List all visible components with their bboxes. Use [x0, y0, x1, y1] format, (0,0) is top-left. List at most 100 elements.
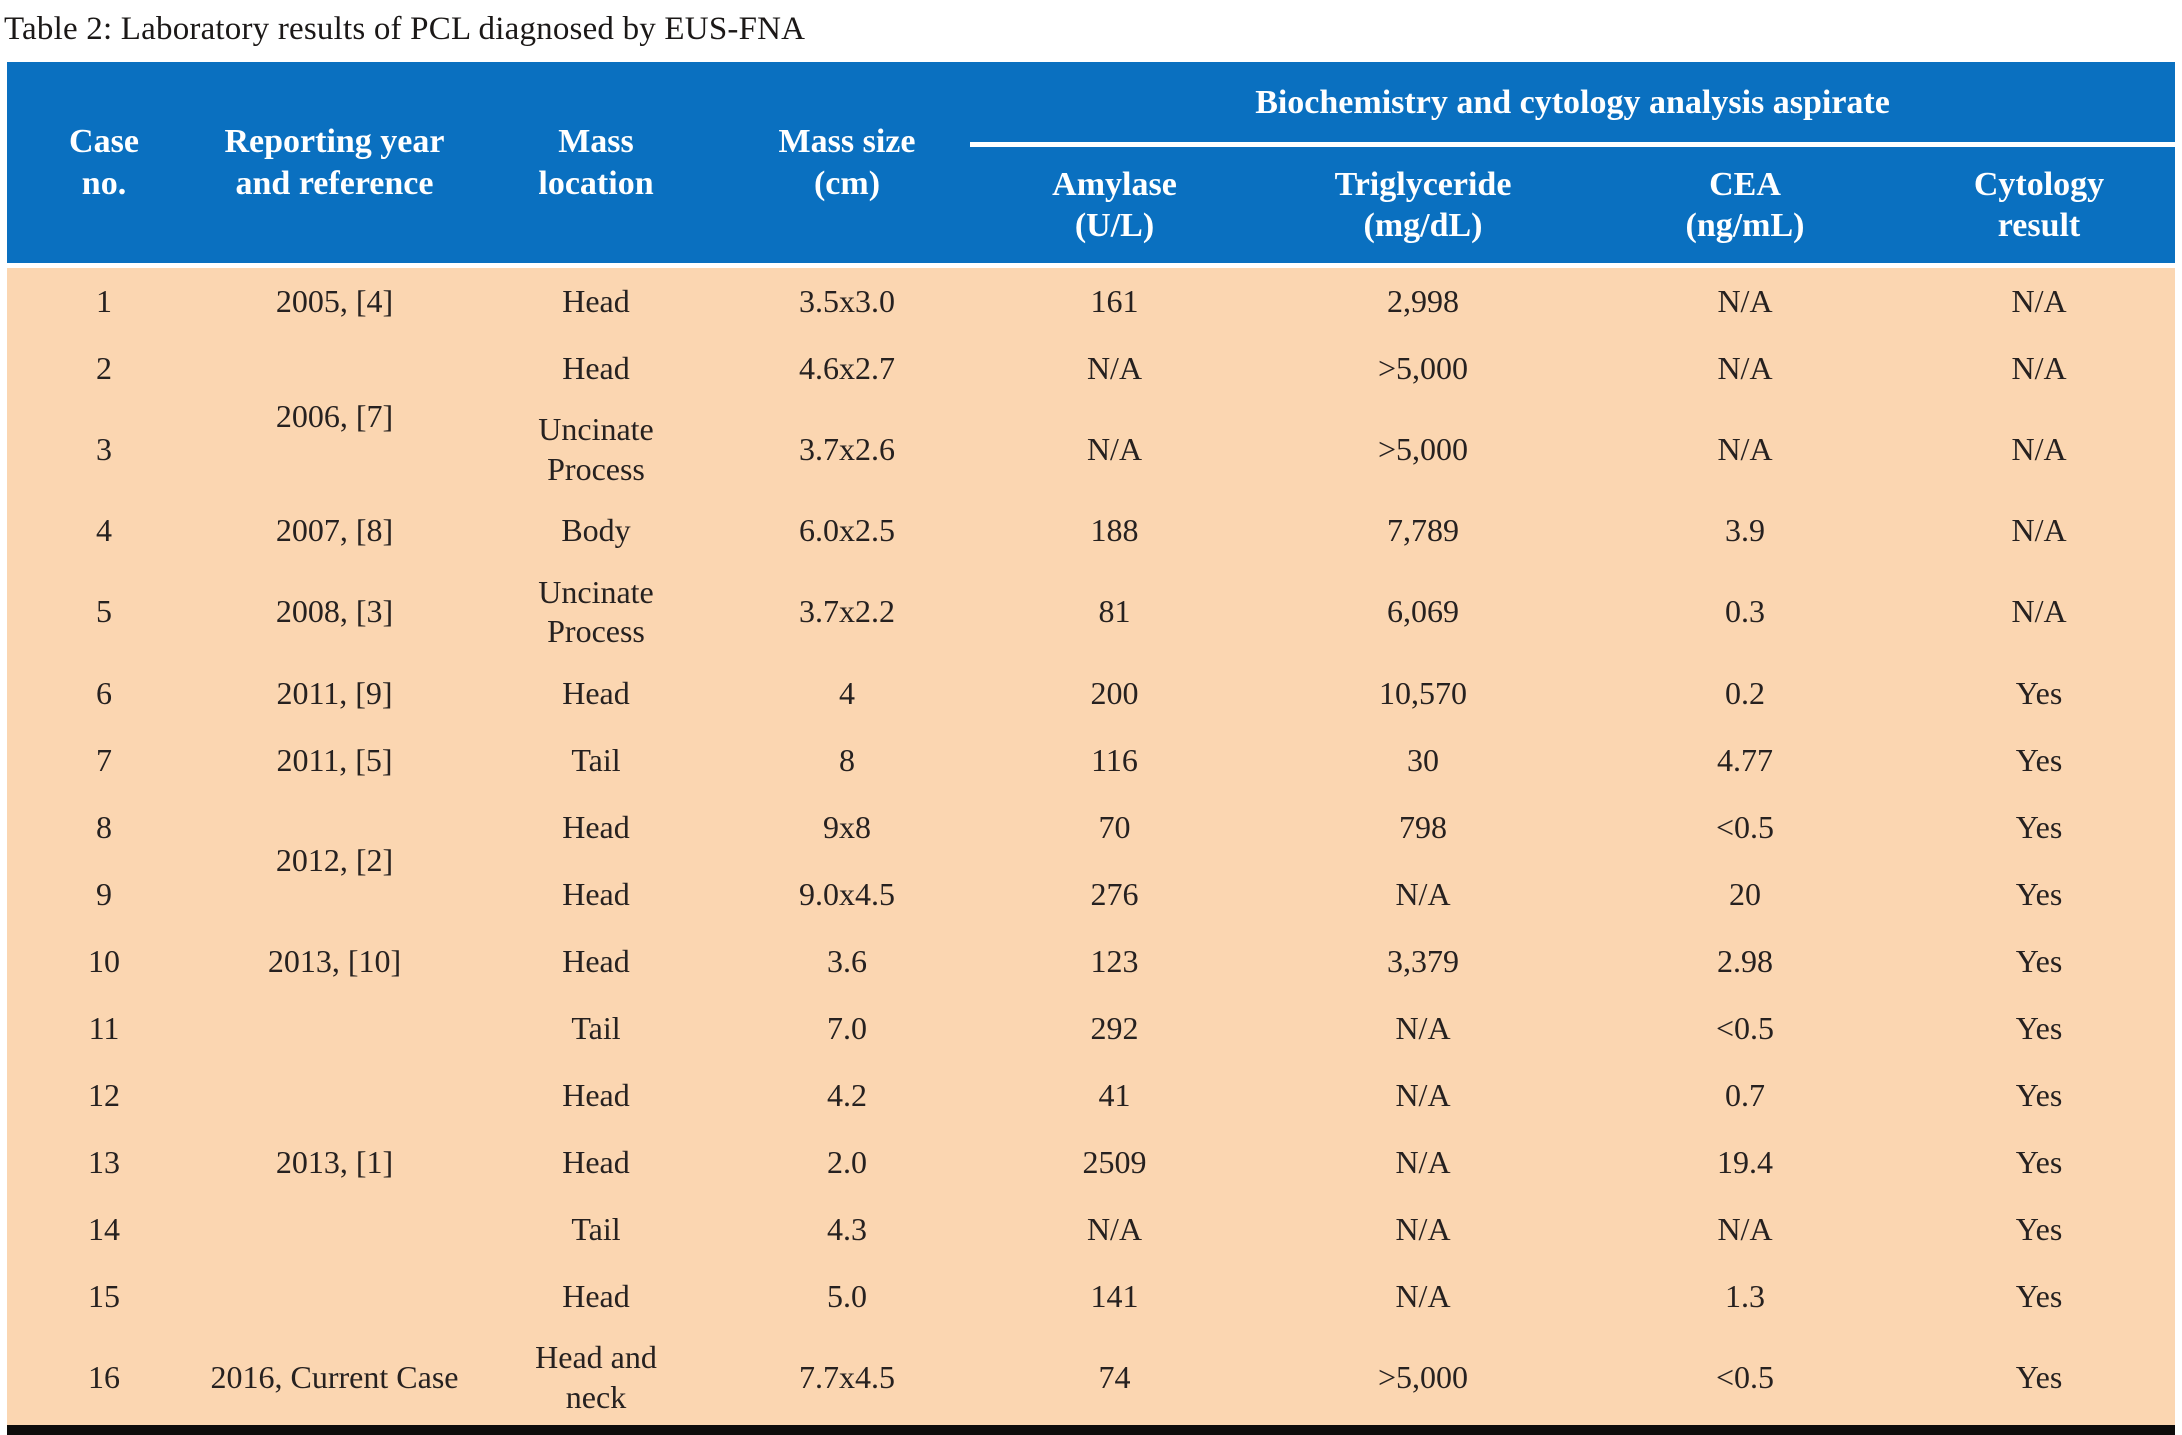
cell-cytology: Yes [1903, 659, 2176, 727]
cell-mass-location: Uncinate Process [468, 564, 724, 660]
cell-cytology: Yes [1903, 860, 2176, 928]
cell-case-no: 6 [7, 659, 201, 727]
table-row: 15 Head 5.0 141 N/A 1.3 Yes [7, 1262, 2176, 1330]
cell-mass-location: Head [468, 860, 724, 928]
cell-cea: N/A [1587, 1195, 1903, 1263]
cell-triglyceride: N/A [1259, 1061, 1587, 1129]
cell-cea: 2.98 [1587, 927, 1903, 995]
col-header-mass-size: Mass size (cm) [724, 62, 970, 269]
cell-mass-location: Tail [468, 1195, 724, 1263]
cell-case-no: 4 [7, 497, 201, 565]
cell-mass-location: Body [468, 497, 724, 565]
cell-cytology: Yes [1903, 1262, 2176, 1330]
cell-cea: N/A [1587, 265, 1903, 336]
cell-amylase: N/A [970, 402, 1259, 498]
cell-amylase: 81 [970, 564, 1259, 660]
cell-year-reference: 2013, [10] [201, 927, 468, 995]
col-header-mass-location: Mass location [468, 62, 724, 269]
cell-cea: 0.7 [1587, 1061, 1903, 1129]
col-header-case-no: Case no. [7, 62, 201, 269]
cell-mass-location: Head [468, 927, 724, 995]
cell-mass-size: 2.0 [724, 1128, 970, 1196]
cell-cytology: Yes [1903, 927, 2176, 995]
cell-year-reference: 2012, [2] [201, 793, 468, 928]
table-row: 7 2011, [5] Tail 8 116 30 4.77 Yes [7, 726, 2176, 794]
cell-cytology: N/A [1903, 497, 2176, 565]
cell-triglyceride: 6,069 [1259, 564, 1587, 660]
cell-mass-location: Tail [468, 726, 724, 794]
cell-amylase: 116 [970, 726, 1259, 794]
cell-year-reference: 2007, [8] [201, 497, 468, 565]
cell-case-no: 14 [7, 1195, 201, 1263]
cell-case-no: 15 [7, 1262, 201, 1330]
cell-cytology: Yes [1903, 994, 2176, 1062]
cell-triglyceride: N/A [1259, 1262, 1587, 1330]
cell-mass-size: 3.6 [724, 927, 970, 995]
cell-amylase: 141 [970, 1262, 1259, 1330]
cell-year-reference: 2011, [9] [201, 659, 468, 727]
cell-case-no: 1 [7, 265, 201, 336]
table-row: 14 Tail 4.3 N/A N/A N/A Yes [7, 1195, 2176, 1263]
cell-triglyceride: 798 [1259, 793, 1587, 861]
cell-mass-size: 7.0 [724, 994, 970, 1062]
cell-cea: <0.5 [1587, 1329, 1903, 1431]
cell-triglyceride: N/A [1259, 860, 1587, 928]
cell-cytology: N/A [1903, 265, 2176, 336]
cell-year-reference: 2006, [7] [201, 335, 468, 498]
cell-mass-size: 5.0 [724, 1262, 970, 1330]
cell-case-no: 10 [7, 927, 201, 995]
cell-year-reference: 2013, [1] [201, 994, 468, 1330]
cell-mass-size: 3.7x2.2 [724, 564, 970, 660]
cell-mass-location: Head [468, 335, 724, 403]
cell-amylase: N/A [970, 335, 1259, 403]
cell-cea: <0.5 [1587, 994, 1903, 1062]
cell-mass-location: Tail [468, 994, 724, 1062]
cell-mass-location: Head [468, 1061, 724, 1129]
cell-cytology: Yes [1903, 1128, 2176, 1196]
cell-cea: 0.2 [1587, 659, 1903, 727]
cell-cytology: N/A [1903, 564, 2176, 660]
cell-amylase: 74 [970, 1329, 1259, 1431]
cell-mass-location: Head [468, 1128, 724, 1196]
cell-case-no: 9 [7, 860, 201, 928]
cell-case-no: 13 [7, 1128, 201, 1196]
cell-cytology: Yes [1903, 1195, 2176, 1263]
col-header-cea: CEA (ng/mL) [1587, 144, 1903, 269]
cell-cytology: Yes [1903, 726, 2176, 794]
table-row: 13 Head 2.0 2509 N/A 19.4 Yes [7, 1128, 2176, 1196]
cell-cea: 19.4 [1587, 1128, 1903, 1196]
cell-amylase: 70 [970, 793, 1259, 861]
cell-amylase: 123 [970, 927, 1259, 995]
cell-mass-location: Head [468, 1262, 724, 1330]
cell-triglyceride: N/A [1259, 1128, 1587, 1196]
table-row: 11 2013, [1] Tail 7.0 292 N/A <0.5 Yes [7, 994, 2176, 1330]
table-row: 6 2011, [9] Head 4 200 10,570 0.2 Yes [7, 659, 2176, 727]
cell-triglyceride: 3,379 [1259, 927, 1587, 995]
cell-case-no: 7 [7, 726, 201, 794]
cell-year-reference: 2016, Current Case [201, 1329, 468, 1431]
cell-amylase: 41 [970, 1061, 1259, 1129]
cell-amylase: N/A [970, 1195, 1259, 1263]
cell-triglyceride: N/A [1259, 1195, 1587, 1263]
cell-case-no: 16 [7, 1329, 201, 1431]
cell-amylase: 292 [970, 994, 1259, 1062]
cell-mass-size: 4.6x2.7 [724, 335, 970, 403]
cell-mass-size: 4.3 [724, 1195, 970, 1263]
col-header-cytology: Cytology result [1903, 144, 2176, 269]
table-row: 5 2008, [3] Uncinate Process 3.7x2.2 81 … [7, 564, 2176, 660]
cell-cea: 20 [1587, 860, 1903, 928]
cell-cea: 4.77 [1587, 726, 1903, 794]
cell-triglyceride: 7,789 [1259, 497, 1587, 565]
table-row: 1 2005, [4] Head 3.5x3.0 161 2,998 N/A N… [7, 265, 2176, 336]
cell-amylase: 188 [970, 497, 1259, 565]
cell-mass-size: 9x8 [724, 793, 970, 861]
cell-case-no: 12 [7, 1061, 201, 1129]
col-header-triglyceride: Triglyceride (mg/dL) [1259, 144, 1587, 269]
page-title: Table 2: Laboratory results of PCL diagn… [4, 11, 806, 47]
col-header-reporting-year: Reporting year and reference [201, 62, 468, 269]
cell-case-no: 2 [7, 335, 201, 403]
cell-cea: N/A [1587, 335, 1903, 403]
cell-cea: 3.9 [1587, 497, 1903, 565]
cell-case-no: 8 [7, 793, 201, 861]
table-row: 2 2006, [7] Head 4.6x2.7 N/A >5,000 N/A … [7, 335, 2176, 498]
